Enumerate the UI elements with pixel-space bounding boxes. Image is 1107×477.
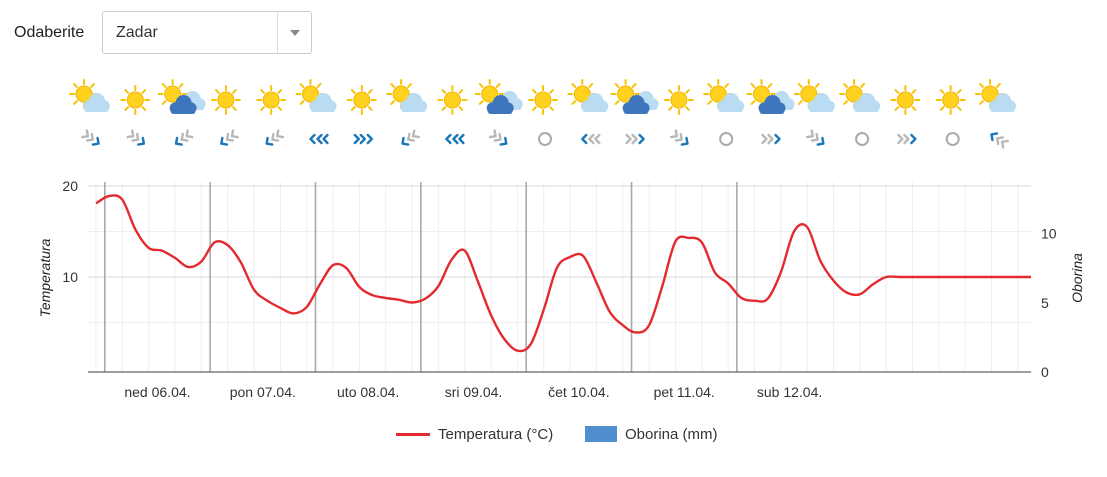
x-tick-label: sri 09.04. (445, 384, 503, 400)
weather-icon (256, 85, 287, 115)
weather-icon (346, 85, 377, 115)
wind-arrows-icon (581, 133, 601, 145)
wind-arrows-icon (488, 129, 508, 146)
y-tick-label: 10 (62, 269, 78, 285)
x-tick-label: pon 07.04. (230, 384, 296, 400)
y-axis-title: Temperatura (37, 238, 53, 317)
wind-arrows-icon (445, 133, 465, 145)
calm-circle-icon (719, 132, 734, 146)
weather-icon (157, 79, 206, 114)
y2-tick-label: 10 (1041, 226, 1057, 242)
wind-arrows-icon (805, 129, 825, 146)
wind-arrows-icon (401, 129, 420, 146)
weather-icon (474, 79, 523, 114)
chart-series (95, 194, 1031, 353)
weather-icon (703, 79, 745, 112)
wind-arrows-icon (625, 133, 645, 145)
weather-icon (663, 85, 694, 115)
select-divider (277, 12, 278, 53)
x-tick-label: sub 12.04. (757, 384, 822, 400)
weather-icon (69, 79, 110, 112)
wind-arrows-icon (265, 129, 285, 146)
wind-arrows-icon (126, 129, 146, 146)
location-select-value: Zadar (116, 24, 158, 41)
legend-box-swatch (585, 426, 617, 442)
wind-arrows-icon (81, 129, 100, 146)
wind-arrows-icon (353, 133, 373, 145)
legend-label-temperature: Temperatura (°C) (438, 425, 554, 443)
chart-legend: Temperatura (°C) Oborina (mm) (0, 420, 1107, 448)
weather-icon (793, 79, 835, 112)
x-tick-label: ned 06.04. (124, 384, 190, 400)
temperature-line (95, 194, 1031, 353)
weather-icon (295, 79, 337, 112)
legend-line-swatch (396, 432, 430, 436)
forecast-icon-strip (69, 79, 1016, 149)
x-tick-label: uto 08.04. (337, 384, 399, 400)
calm-circle-icon (855, 132, 870, 146)
wind-arrows-icon (220, 129, 239, 146)
y2-tick-label: 0 (1041, 364, 1049, 380)
wind-arrows-icon (309, 133, 329, 145)
wind-arrows-icon (897, 133, 917, 145)
wind-arrows-icon (990, 132, 1009, 149)
temperature-precipitation-chart: ned 06.04. pon 07.04. uto 08.04. sri 09.04.… (37, 178, 1085, 400)
y2-tick-label: 5 (1041, 295, 1049, 311)
calm-circle-icon (538, 132, 552, 146)
y-tick-label: 20 (62, 178, 78, 194)
weather-icon (210, 85, 241, 115)
wind-arrows-icon (761, 133, 781, 145)
weather-icon (839, 79, 881, 112)
x-tick-label: čet 10.04. (548, 384, 610, 400)
weather-icon (610, 79, 659, 114)
wind-arrows-icon (670, 129, 689, 146)
location-label: Odaberite (14, 24, 85, 41)
weather-icon (120, 85, 151, 115)
chevron-down-icon[interactable] (290, 30, 300, 36)
weather-icon (386, 79, 428, 112)
legend-label-precipitation: Oborina (mm) (625, 425, 718, 443)
y2-axis-title: Oborina (1069, 253, 1085, 303)
legend-item-temperature[interactable]: Temperatura (°C) (396, 420, 553, 448)
weather-icon (567, 79, 609, 112)
weather-icon (437, 85, 468, 115)
x-tick-label: pet 11.04. (654, 384, 715, 400)
weather-icon (975, 79, 1016, 112)
weather-icon (935, 85, 966, 115)
location-select[interactable]: Zadar (102, 11, 312, 54)
weather-icon (528, 85, 558, 115)
legend-item-precipitation[interactable]: Oborina (mm) (585, 420, 718, 448)
calm-circle-icon (945, 132, 960, 146)
weather-icon (746, 79, 795, 114)
chart-axes: ned 06.04. pon 07.04. uto 08.04. sri 09.04.… (62, 178, 1056, 400)
wind-arrows-icon (174, 129, 194, 146)
weather-icon (890, 85, 921, 115)
